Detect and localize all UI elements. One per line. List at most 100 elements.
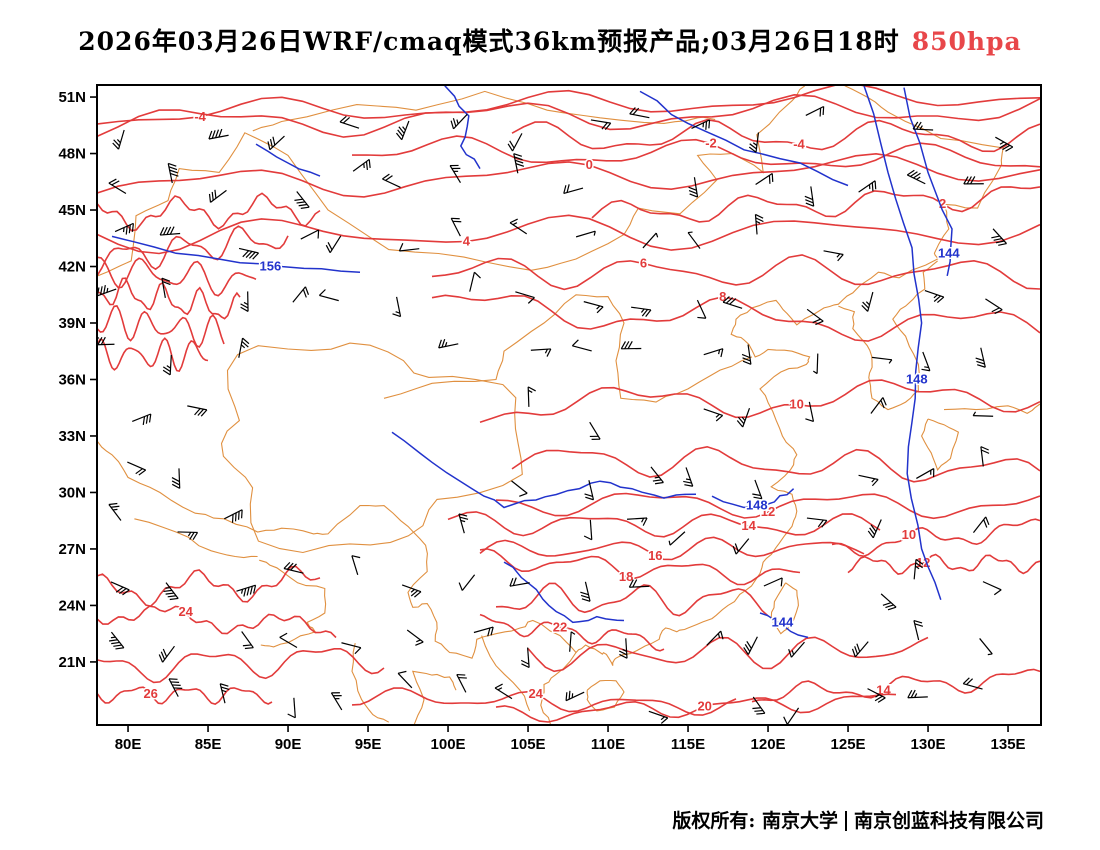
temperature-contour-label: 2	[939, 196, 946, 211]
wind-barb-full	[887, 606, 897, 611]
wind-barb-full	[753, 496, 762, 500]
x-tick-label: 135E	[991, 736, 1026, 753]
temperature-contour	[97, 225, 289, 276]
wind-barb-full	[869, 527, 876, 536]
temperature-contour-label: 24	[178, 604, 193, 619]
wind-barb-staff	[283, 567, 304, 574]
wind-barb-full	[565, 692, 568, 701]
temperature-contour-label: 12	[761, 504, 775, 519]
wind-barb-staff	[108, 182, 127, 195]
temperature-contour	[351, 135, 1041, 168]
wind-barb-staff	[269, 135, 285, 151]
wind-barb-full	[113, 139, 120, 147]
height-contour	[639, 90, 849, 187]
basemap-layer	[97, 85, 1041, 725]
footer-divider	[844, 811, 847, 831]
wind-barb-full	[398, 126, 405, 134]
wind-barb-full	[122, 589, 130, 596]
wind-barb-staff	[127, 461, 146, 471]
wind-barb-half	[865, 301, 870, 306]
wind-barb-full	[283, 561, 291, 569]
temperature-contour	[495, 693, 897, 723]
wind-barb-full	[821, 520, 828, 528]
y-tick-label: 39N	[58, 315, 86, 332]
y-tick-label: 42N	[58, 259, 86, 276]
wind-barb-full	[241, 341, 249, 348]
wind-barb-half	[741, 416, 746, 421]
wind-barb-full	[966, 176, 972, 185]
wind-barb-staff	[511, 480, 528, 494]
wind-barb-full	[641, 309, 649, 317]
wind-barb-staff	[631, 306, 652, 311]
wind-barb-full	[148, 413, 152, 423]
wind-barb-full	[168, 162, 177, 167]
wind-barb-staff	[858, 474, 879, 481]
wind-barb-full	[652, 479, 662, 482]
wind-barb-staff	[339, 121, 360, 129]
wind-barb-full	[966, 678, 974, 686]
wind-barb-staff	[627, 517, 648, 520]
wind-barb-full	[128, 224, 131, 234]
wind-barb-full	[744, 644, 751, 652]
wind-barb-full	[619, 653, 628, 659]
wind-barb-full	[755, 217, 764, 223]
wind-barb-full	[317, 229, 320, 239]
temperature-contour	[511, 118, 1041, 153]
wind-barb-staff	[583, 301, 604, 308]
wind-barb-staff	[992, 228, 1007, 244]
temperature-contour	[97, 337, 209, 373]
wind-barb-full	[688, 189, 698, 195]
temperature-contour	[97, 305, 225, 349]
wind-barb-staff	[97, 288, 117, 297]
temperature-contour-label: 20	[697, 699, 711, 714]
wind-barb-half	[570, 631, 576, 635]
wind-barb-half	[655, 232, 659, 238]
wind-barb-staff	[168, 678, 179, 697]
wind-barb-staff	[399, 248, 420, 252]
wind-barb-full	[580, 594, 590, 599]
wind-barb-full	[168, 166, 178, 171]
wind-barb-full	[754, 709, 763, 712]
wind-barb-full	[512, 577, 517, 586]
wind-barb-full	[145, 415, 149, 424]
wind-barb-full	[300, 206, 310, 209]
wind-barb-half	[112, 508, 118, 511]
wind-barb-half	[791, 650, 795, 655]
wind-barb-full	[991, 307, 1000, 313]
wind-barb-full	[804, 195, 813, 201]
temperature-contour	[97, 686, 273, 705]
wind-barb-full	[743, 647, 749, 655]
wind-barb-full	[509, 577, 514, 587]
wind-barb-staff	[458, 513, 465, 534]
wind-barb-staff	[755, 172, 773, 186]
wind-barb-full	[162, 280, 171, 286]
wind-barb-full	[874, 180, 877, 190]
wind-barb-full	[248, 251, 256, 259]
wind-barb-full	[741, 353, 751, 359]
wind-barb-full	[327, 242, 333, 251]
wind-barb-full	[688, 186, 697, 191]
wind-barb-staff	[691, 119, 710, 130]
height-contour-label: 148	[746, 498, 768, 513]
wind-barb-staff	[696, 299, 707, 319]
wind-barb-full	[654, 481, 664, 485]
temperature-contour	[97, 256, 257, 297]
wind-barb-staff	[238, 338, 244, 358]
x-tick-label: 85E	[195, 736, 222, 753]
wind-barb-staff	[669, 531, 686, 546]
wind-barb-full	[490, 626, 494, 636]
wind-barb-half	[660, 716, 665, 721]
temperature-contour	[447, 511, 881, 538]
temperature-contour-label: 26	[143, 686, 157, 701]
wind-barb-half	[812, 370, 818, 375]
wind-barb-full	[142, 416, 146, 426]
wind-barb-full	[734, 543, 739, 552]
wind-barb-half	[915, 565, 920, 570]
wind-barb-staff	[995, 136, 1014, 148]
wind-barb-full	[862, 301, 870, 309]
height-contour	[711, 488, 795, 509]
wind-barb-staff	[169, 354, 172, 375]
wind-barb-full	[882, 397, 887, 406]
wind-barb-full	[645, 309, 652, 317]
temperature-contour	[591, 186, 1041, 223]
